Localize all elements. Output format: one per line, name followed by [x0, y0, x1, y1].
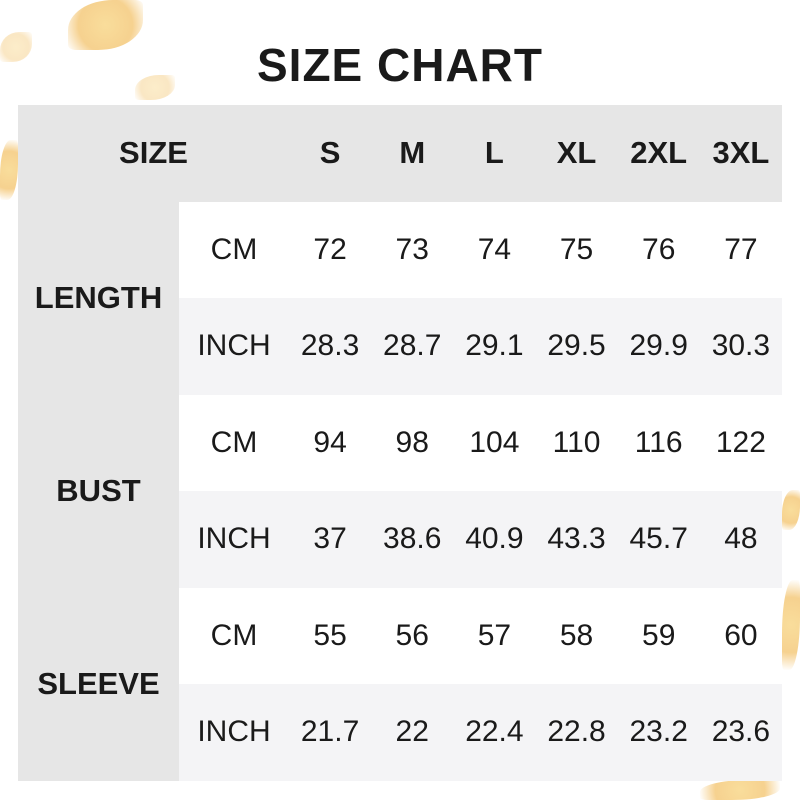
measurement-cell: 74 [453, 201, 536, 298]
unit-label: INCH [179, 298, 289, 395]
table-row: INCH 21.7 22 22.4 22.8 23.2 23.6 [18, 684, 782, 781]
measure-label: SLEEVE [18, 587, 179, 781]
table-row: SLEEVE CM 55 56 57 58 59 60 [18, 587, 782, 781]
measurement-cell: 56 [371, 587, 454, 684]
measurement-cell: 22 [371, 684, 454, 781]
unit-label: INCH [179, 684, 289, 781]
measure-label: BUST [18, 394, 179, 588]
measurement-cell: 30.3 [699, 298, 782, 395]
unit-label: INCH [179, 491, 289, 588]
table-row: INCH 37 38.6 40.9 43.3 45.7 48 [18, 491, 782, 588]
size-col-header: S [289, 105, 372, 202]
measurement-cell: 48 [699, 491, 782, 588]
measurement-cell: 28.3 [289, 298, 372, 395]
unit-label: CM [179, 587, 289, 684]
measurement-cell: 110 [535, 394, 618, 491]
measurement-cell: 22.8 [535, 684, 618, 781]
measurement-cell: 57 [453, 587, 536, 684]
table-row: BUST CM 94 98 104 110 116 122 [18, 394, 782, 588]
table-row: LENGTH CM 72 73 74 75 76 77 [18, 201, 782, 395]
measurement-cell: 29.9 [617, 298, 700, 395]
measurement-cell: 29.5 [535, 298, 618, 395]
size-col-header: M [371, 105, 454, 202]
maple-leaf-decoration [0, 140, 18, 200]
measurement-cell: 23.6 [699, 684, 782, 781]
measurement-cell: 23.2 [617, 684, 700, 781]
maple-leaf-decoration [782, 490, 800, 530]
measurement-cell: 122 [699, 394, 782, 491]
measurement-cell: 104 [453, 394, 536, 491]
measurement-cell: 58 [535, 587, 618, 684]
size-header: SIZE [18, 105, 289, 202]
unit-label: CM [179, 201, 289, 298]
measure-label: LENGTH [18, 201, 179, 395]
header-row: SIZE S M L XL 2XL 3XL [18, 105, 782, 202]
maple-leaf-decoration [700, 780, 780, 800]
measurement-cell: 40.9 [453, 491, 536, 588]
measurement-cell: 21.7 [289, 684, 372, 781]
size-col-header: XL [535, 105, 618, 202]
unit-label: CM [179, 394, 289, 491]
measurement-cell: 77 [699, 201, 782, 298]
measurement-cell: 73 [371, 201, 454, 298]
measurement-cell: 59 [617, 587, 700, 684]
measurement-cell: 22.4 [453, 684, 536, 781]
measurement-cell: 72 [289, 201, 372, 298]
size-chart-table: SIZE S M L XL 2XL 3XL LENGTH CM 72 73 74 75 76… [18, 105, 782, 781]
measurement-cell: 98 [371, 394, 454, 491]
measurement-cell: 116 [617, 394, 700, 491]
measurement-cell: 43.3 [535, 491, 618, 588]
size-col-header: 2XL [617, 105, 700, 202]
measurement-cell: 94 [289, 394, 372, 491]
measurement-cell: 45.7 [617, 491, 700, 588]
measurement-cell: 38.6 [371, 491, 454, 588]
measurement-cell: 28.7 [371, 298, 454, 395]
measurement-cell: 75 [535, 201, 618, 298]
measurement-cell: 37 [289, 491, 372, 588]
measurement-cell: 60 [699, 587, 782, 684]
measurement-cell: 29.1 [453, 298, 536, 395]
measurement-cell: 76 [617, 201, 700, 298]
page-title: SIZE CHART [257, 39, 543, 91]
size-col-header: 3XL [699, 105, 782, 202]
size-col-header: L [453, 105, 536, 202]
maple-leaf-decoration [782, 580, 800, 670]
table-row: INCH 28.3 28.7 29.1 29.5 29.9 30.3 [18, 298, 782, 395]
measurement-cell: 55 [289, 587, 372, 684]
